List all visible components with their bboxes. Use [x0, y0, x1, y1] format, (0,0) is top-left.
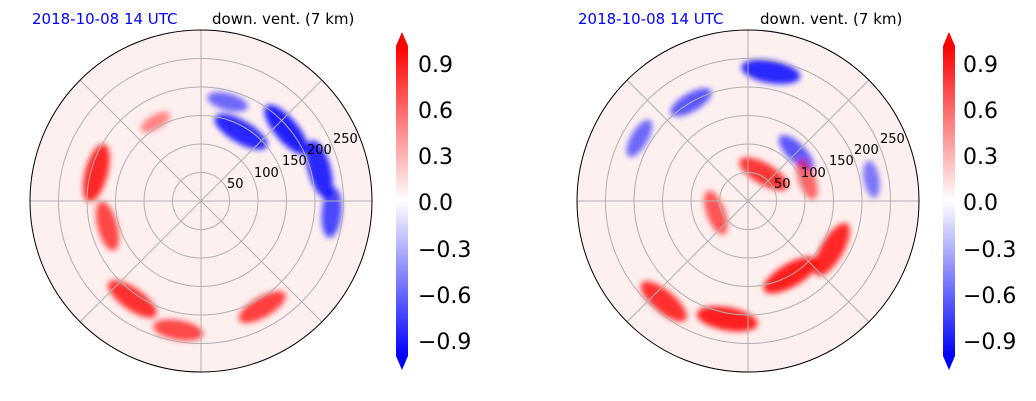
left-grid-spoke-315	[200, 200, 323, 323]
left-grid-spoke-135	[79, 79, 202, 202]
left-field-feature-6	[95, 201, 120, 251]
left-colorbar-bar	[396, 46, 408, 356]
right-grid-spoke-45	[747, 79, 870, 202]
right-colorbar-bar	[943, 46, 955, 356]
right-field-feature-10	[814, 223, 850, 276]
left-title: down. vent. (7 km)	[212, 10, 354, 28]
right-rlabel-250: 250	[880, 132, 905, 147]
right-cb-tick-2: 0.3	[963, 145, 998, 170]
left-cb-tick-0: 0.9	[418, 53, 453, 78]
left-cb-tick-6: −0.9	[418, 330, 471, 355]
left-field-feature-4	[207, 92, 248, 112]
left-colorbar-top-extend	[396, 32, 408, 46]
right-timestamp: 2018-10-08 14 UTC	[578, 10, 724, 28]
left-field-feature-1	[264, 104, 308, 155]
right-cb-tick-0: 0.9	[963, 53, 998, 78]
left-grid-spoke-225	[79, 200, 202, 323]
left-field	[83, 92, 342, 341]
right-rlabel-50: 50	[774, 177, 791, 192]
right-cb-tick-4: −0.3	[963, 238, 1016, 263]
right-cb-tick-6: −0.9	[963, 330, 1016, 355]
left-field-feature-8	[153, 319, 204, 341]
left-field-feature-3	[321, 187, 342, 238]
left-grid-spoke-45	[200, 79, 323, 202]
left-polar-frame	[29, 29, 373, 373]
left-radial-labels: 50 100 150 200 250	[227, 132, 358, 192]
right-field-feature-11	[796, 159, 818, 200]
right-colorbar-top-extend	[943, 32, 955, 46]
left-rlabel-50: 50	[227, 177, 244, 192]
left-rlabel-200: 200	[307, 143, 332, 158]
right-grid-spoke-315	[747, 200, 870, 323]
left-rlabel-100: 100	[254, 166, 279, 181]
left-cb-tick-4: −0.3	[418, 238, 471, 263]
right-title: down. vent. (7 km)	[760, 10, 902, 28]
left-cb-tick-5: −0.6	[418, 284, 471, 309]
left-rlabel-150: 150	[282, 154, 307, 169]
right-field-feature-6	[704, 190, 728, 235]
right-rlabel-150: 150	[829, 154, 854, 169]
left-cb-tick-1: 0.6	[418, 99, 453, 124]
right-grid	[577, 30, 919, 372]
left-field-feature-2	[306, 140, 333, 199]
right-rlabel-200: 200	[854, 143, 879, 158]
right-colorbar: 0.9 0.6 0.3 0.0 −0.3 −0.6 −0.9	[943, 32, 1016, 370]
right-colorbar-bottom-extend	[943, 356, 955, 370]
right-field-feature-2	[626, 119, 653, 157]
left-cb-tick-2: 0.3	[418, 145, 453, 170]
left-field-feature-10	[140, 111, 171, 133]
left-field-feature-5	[83, 144, 110, 202]
left-colorbar: 0.9 0.6 0.3 0.0 −0.3 −0.6 −0.9	[396, 32, 471, 370]
right-field-feature-0	[741, 59, 801, 85]
right-panel: 2018-10-08 14 UTC down. vent. (7 km) 50 …	[576, 10, 1016, 373]
right-rlabel-100: 100	[801, 166, 826, 181]
right-field-feature-5	[739, 157, 789, 191]
right-cb-tick-1: 0.6	[963, 99, 998, 124]
right-grid-spoke-225	[626, 200, 749, 323]
right-field-feature-9	[640, 281, 687, 322]
right-polar-frame	[576, 29, 920, 373]
right-cb-tick-5: −0.6	[963, 284, 1016, 309]
right-grid-spoke-135	[626, 79, 749, 202]
right-field	[626, 59, 880, 332]
left-field-feature-7	[108, 280, 157, 318]
left-colorbar-bottom-extend	[396, 356, 408, 370]
left-timestamp: 2018-10-08 14 UTC	[32, 10, 178, 28]
left-rlabel-250: 250	[333, 132, 358, 147]
right-field-feature-4	[863, 160, 880, 198]
left-grid	[30, 30, 372, 372]
right-radial-labels: 50 100 150 200 250	[774, 132, 905, 192]
left-cb-tick-3: 0.0	[418, 191, 453, 216]
left-panel: 2018-10-08 14 UTC down. vent. (7 km) 50 …	[29, 10, 471, 373]
left-field-feature-0	[214, 114, 268, 150]
right-cb-tick-3: 0.0	[963, 191, 998, 216]
right-field-feature-8	[696, 306, 758, 332]
left-field-feature-9	[238, 291, 286, 324]
